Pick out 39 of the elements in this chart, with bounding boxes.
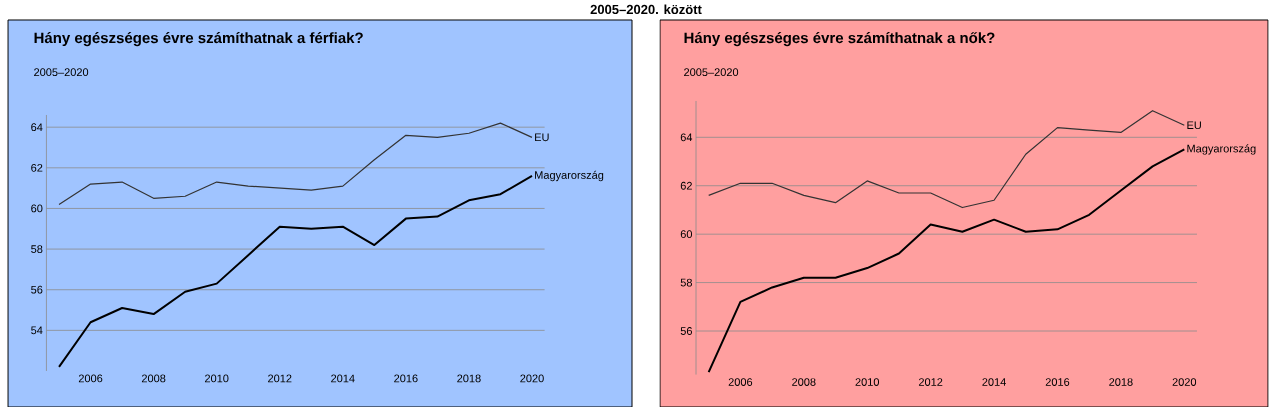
- y-tick-label: 54: [31, 326, 43, 335]
- chart-title: Hány egészséges évre számíthatnak a nők?: [684, 32, 995, 47]
- y-tick-label: 62: [680, 181, 692, 190]
- x-tick-label: 2018: [457, 374, 481, 383]
- y-tick-label: 64: [680, 133, 693, 142]
- y-tick-label: 56: [31, 285, 43, 294]
- x-tick-label: 2012: [268, 374, 292, 383]
- x-tick-label: 2008: [141, 374, 166, 383]
- x-tick-label: 2014: [982, 378, 1006, 386]
- line-series: [707, 148, 1186, 374]
- x-tick-label: 2018: [1109, 378, 1133, 386]
- x-tick-label: 2014: [331, 374, 355, 383]
- x-tick-label: 2006: [78, 374, 103, 383]
- x-tick-label: 2016: [394, 374, 418, 383]
- series-label: EU: [535, 133, 549, 142]
- y-tick-label: 60: [31, 204, 43, 213]
- y-tick-label: 62: [31, 163, 43, 172]
- y-tick-label: 60: [680, 230, 693, 239]
- y-tick-label: 58: [680, 278, 692, 287]
- x-tick-label: 2008: [792, 378, 816, 386]
- series-label: Magyarország: [535, 170, 604, 182]
- y-tick-label: 64: [31, 123, 43, 132]
- line-series: [708, 110, 1185, 209]
- text: 2005–2020. között: [590, 4, 702, 15]
- x-tick-label: 2012: [918, 378, 943, 386]
- chart-subtitle: 2005–2020: [34, 68, 89, 77]
- series-label: EU: [1187, 121, 1201, 130]
- x-tick-label: 2006: [728, 378, 753, 386]
- y-tick-label: 56: [680, 327, 692, 335]
- x-tick-label: 2016: [1045, 378, 1070, 386]
- x-tick-label: 2020: [520, 374, 544, 383]
- line-series: [58, 174, 533, 368]
- x-tick-label: 2010: [205, 374, 229, 383]
- chart-subtitle: 2005–2020: [684, 68, 739, 77]
- y-tick-label: 58: [31, 245, 43, 253]
- chart-title: Hány egészséges évre számíthatnak a férfiak?: [34, 32, 363, 47]
- x-tick-label: 2010: [855, 378, 880, 386]
- x-tick-label: 2020: [1172, 378, 1197, 386]
- series-label: Magyarország: [1187, 144, 1256, 155]
